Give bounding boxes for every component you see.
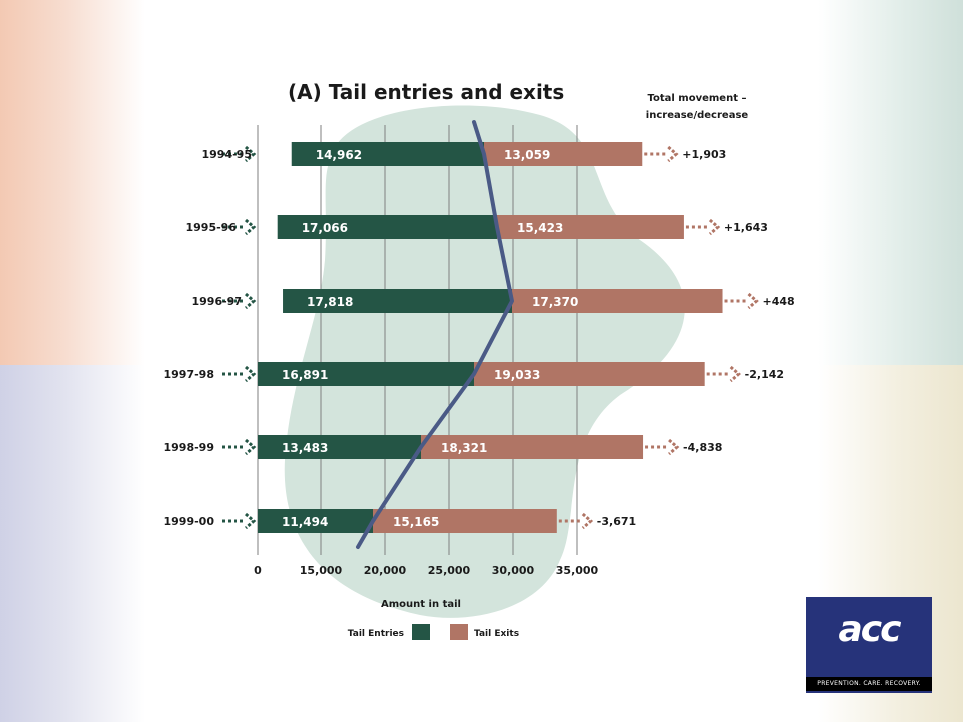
legend-label-tail-entries: Tail Entries	[348, 629, 404, 639]
bar-label-tail-entries: 17,066	[302, 221, 348, 235]
movement-label: -4,838	[683, 441, 722, 454]
exit-arrow-1994-95	[644, 145, 679, 163]
entry-arrow-1999-00	[222, 512, 257, 530]
chart-backdrop-shape	[284, 105, 685, 618]
movement-label: -2,142	[745, 368, 784, 381]
exit-arrow-1997-98	[706, 365, 741, 383]
bar-label-tail-exits: 15,423	[517, 221, 563, 235]
x-tick-label: 30,000	[492, 564, 535, 577]
bar-tail-exits	[484, 142, 643, 166]
bar-tail-exits	[497, 215, 684, 239]
chart-title: (A) Tail entries and exits	[288, 80, 564, 104]
acc-logo-mark: acc	[838, 609, 902, 650]
year-label: 1996-97	[192, 295, 243, 308]
bar-label-tail-exits: 19,033	[494, 368, 540, 382]
year-label: 1995-96	[186, 221, 237, 234]
movement-header-line-2: increase/decrease	[646, 110, 749, 121]
bar-label-tail-entries: 14,962	[316, 148, 362, 162]
x-tick-label: 0	[254, 564, 262, 577]
legend-swatch-tail-exits	[450, 624, 468, 640]
year-label: 1994-95	[202, 148, 253, 161]
year-label: 1997-98	[164, 368, 215, 381]
exit-arrow-1995-96	[685, 218, 721, 236]
x-axis-label: Amount in tail	[381, 599, 461, 610]
background-pattern-top-left	[0, 0, 145, 365]
entry-arrow-1995-96	[222, 218, 257, 236]
movement-header-line-1: Total movement –	[648, 93, 747, 104]
bar-tail-entries	[277, 215, 497, 239]
exit-arrow-1999-00	[558, 512, 594, 530]
background-pattern-top-right	[818, 0, 963, 365]
bar-label-tail-entries: 17,818	[307, 295, 353, 309]
legend-label-tail-exits: Tail Exits	[474, 629, 519, 639]
tail-trend-line	[356, 120, 514, 549]
x-tick-label: 35,000	[556, 564, 599, 577]
bar-tail-entries	[258, 435, 421, 459]
acc-logo-tagline: PREVENTION. CARE. RECOVERY.	[806, 677, 932, 691]
x-tick-label: 25,000	[428, 564, 471, 577]
bar-tail-entries	[258, 362, 474, 386]
bar-label-tail-exits: 18,321	[441, 441, 487, 455]
bar-label-tail-entries: 13,483	[282, 441, 328, 455]
bar-tail-exits	[421, 435, 644, 459]
bar-label-tail-exits: 17,370	[532, 295, 578, 309]
bar-label-tail-exits: 15,165	[393, 515, 439, 529]
x-tick-label: 20,000	[364, 564, 407, 577]
bar-tail-entries	[291, 142, 484, 166]
year-label: 1999-00	[164, 515, 215, 528]
movement-label: +1,643	[724, 221, 768, 234]
bar-tail-entries	[258, 509, 373, 533]
exit-arrow-1998-99	[645, 438, 680, 456]
year-label: 1998-99	[164, 441, 215, 454]
bar-label-tail-exits: 13,059	[504, 148, 550, 162]
bar-tail-exits	[373, 509, 557, 533]
x-tick-label: 15,000	[300, 564, 343, 577]
acc-logo: acc PREVENTION. CARE. RECOVERY.	[806, 597, 932, 693]
bar-label-tail-entries: 11,494	[282, 515, 328, 529]
bar-label-tail-entries: 16,891	[282, 368, 328, 382]
movement-label: +1,903	[682, 148, 726, 161]
entry-arrow-1998-99	[222, 438, 257, 456]
entry-arrow-1996-97	[222, 292, 257, 310]
bar-tail-exits	[474, 362, 705, 386]
background-pattern-bottom-left	[0, 365, 145, 722]
entry-arrow-1994-95	[222, 145, 257, 163]
bar-tail-entries	[283, 289, 512, 313]
movement-label: -3,671	[597, 515, 636, 528]
legend-swatch-tail-entries	[412, 624, 430, 640]
exit-arrow-1996-97	[724, 292, 759, 310]
movement-label: +448	[763, 295, 795, 308]
entry-arrow-1997-98	[222, 365, 257, 383]
bar-tail-exits	[512, 289, 723, 313]
